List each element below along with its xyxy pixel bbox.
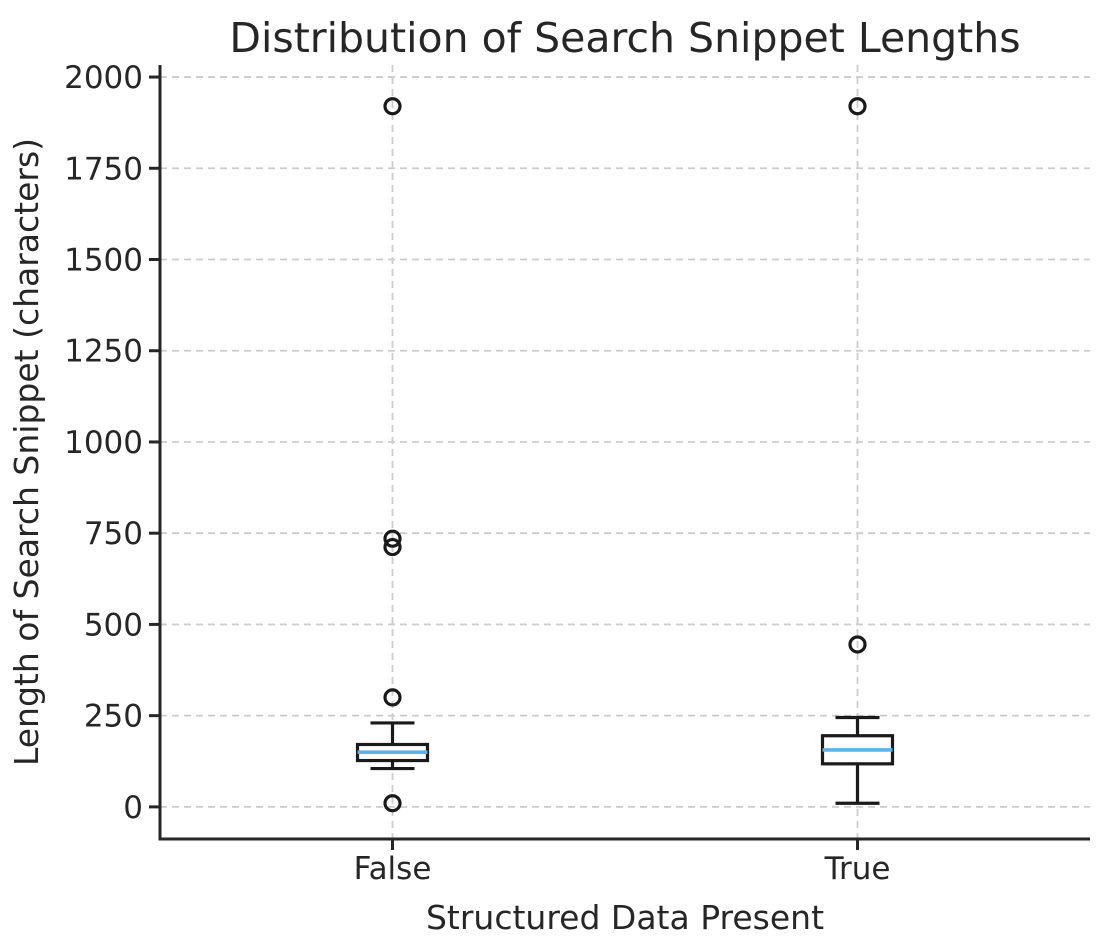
x-axis-label: Structured Data Present [426,898,824,937]
outlier-point [383,794,402,813]
y-tick-label: 1000 [64,425,143,461]
outlier-point [383,537,402,557]
outlier-point [383,529,402,548]
y-tick-label: 1500 [64,243,143,279]
box-group [820,97,895,805]
chart-title: Distribution of Search Snippet Lengths [229,14,1020,62]
box-layer [355,97,895,813]
x-tick-label: False [354,851,432,887]
outlier-point [383,97,402,116]
box-group [355,97,430,813]
y-axis-label: Length of Search Snippet (characters) [7,138,46,766]
y-tick-label: 0 [123,790,143,826]
outlier-point [383,688,402,707]
outlier-point [848,97,867,116]
outlier-point [848,635,867,654]
y-tick-label: 500 [84,607,143,643]
y-tick-label: 1750 [64,151,143,187]
axis-layer: 0 250 500 750 1000 1250 1500 1750 2000 False True [64,60,1090,887]
grid-layer [160,65,1090,839]
y-tick-label: 1250 [64,334,143,370]
x-tick-label: True [824,851,891,887]
y-tick-label: 750 [84,516,143,552]
y-tick-label: 2000 [64,60,143,96]
y-tick-label: 250 [84,699,143,735]
